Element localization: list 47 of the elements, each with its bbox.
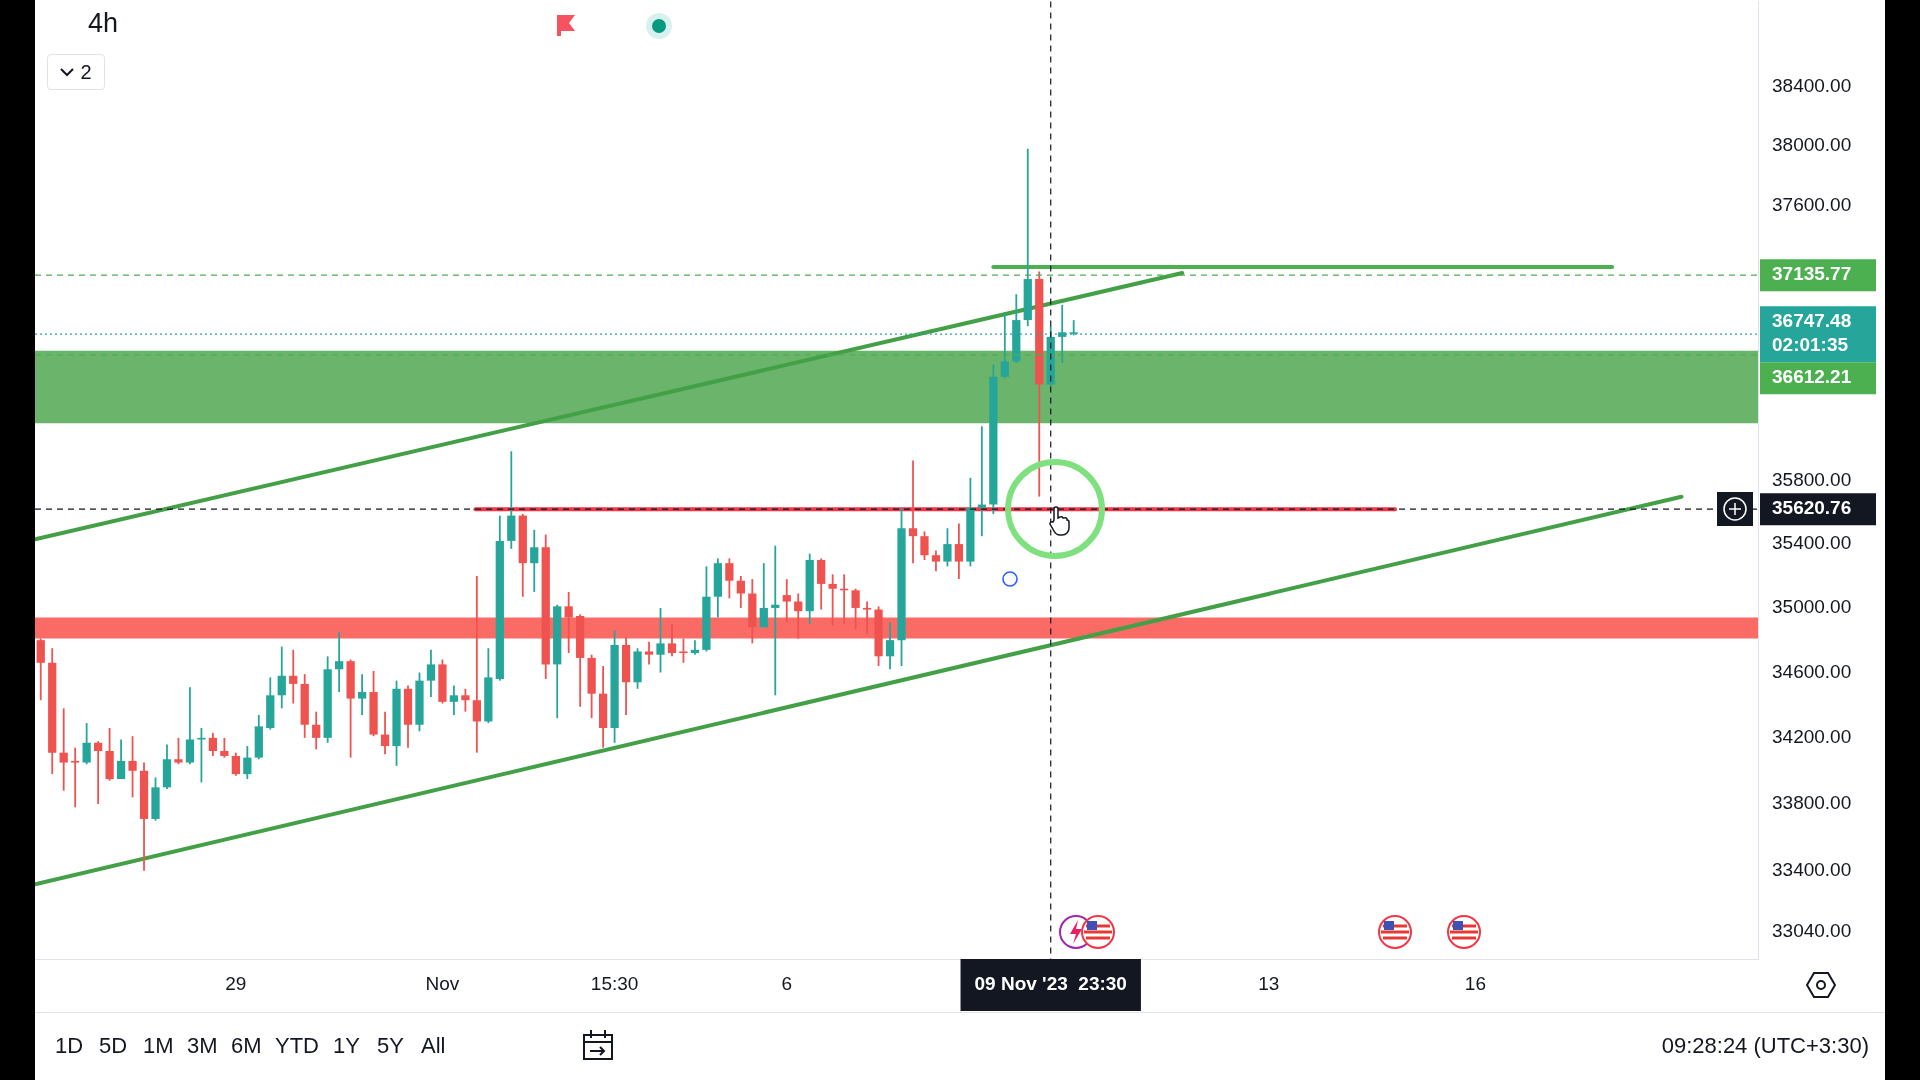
text: 1D [55, 1033, 84, 1059]
ref-line-label: 37135.77 [1772, 263, 1852, 285]
x-tick-label: Nov [425, 972, 460, 994]
candlestick [862, 601, 872, 634]
text: 5D [99, 1033, 128, 1059]
x-tick-label: 16 [1464, 972, 1486, 994]
text: All [421, 1033, 446, 1059]
candlestick [908, 460, 918, 564]
candlestick [289, 649, 298, 704]
y-tick-label: 33040.00 [1772, 919, 1852, 941]
x-tick-label: 15:30 [590, 972, 639, 994]
text: 6M [231, 1033, 262, 1059]
y-tick-label: 35800.00 [1772, 469, 1852, 491]
y-tick-label: 37600.00 [1772, 193, 1852, 215]
y-tick-label: 34600.00 [1772, 660, 1852, 682]
candlestick [335, 632, 344, 693]
text: 09:28:24 (UTC+3:30) [1661, 1033, 1869, 1059]
x-tick-label: 29 [225, 972, 247, 994]
text: 5Y [377, 1033, 404, 1059]
y-tick-label: 35000.00 [1772, 596, 1852, 618]
ref-line-label: 09 Nov '23 23:30 [974, 973, 1127, 995]
annotation: 2 [80, 60, 92, 84]
y-tick-label: 34200.00 [1772, 726, 1852, 748]
y-tick-label: 33400.00 [1772, 859, 1852, 881]
candlestick [93, 741, 103, 804]
text: 1Y [333, 1033, 360, 1059]
ref-line-label: 36612.21 [1772, 366, 1852, 388]
ref-line-label: 35620.76 [1772, 497, 1852, 519]
ref-line-label: 36747.48 [1772, 310, 1852, 332]
candlestick [828, 574, 837, 626]
text: 1M [143, 1033, 174, 1059]
text: YTD [275, 1033, 319, 1059]
y-tick-label: 38400.00 [1772, 75, 1852, 97]
x-tick-label: 6 [781, 972, 793, 994]
y-tick-label: 38000.00 [1772, 134, 1852, 156]
y-tick-label: 35400.00 [1772, 532, 1852, 554]
candlestick [782, 579, 791, 623]
y-tick-label: 33800.00 [1772, 792, 1852, 814]
x-tick-label: 13 [1258, 972, 1280, 994]
candlestick [472, 575, 481, 753]
candlestick [977, 426, 986, 537]
text: 3M [187, 1033, 218, 1059]
text: 02:01:35 [1772, 334, 1849, 356]
candlestick [71, 747, 80, 808]
candlestick [357, 674, 367, 715]
chart-title: 4h [88, 8, 119, 39]
candlestick [59, 708, 68, 791]
